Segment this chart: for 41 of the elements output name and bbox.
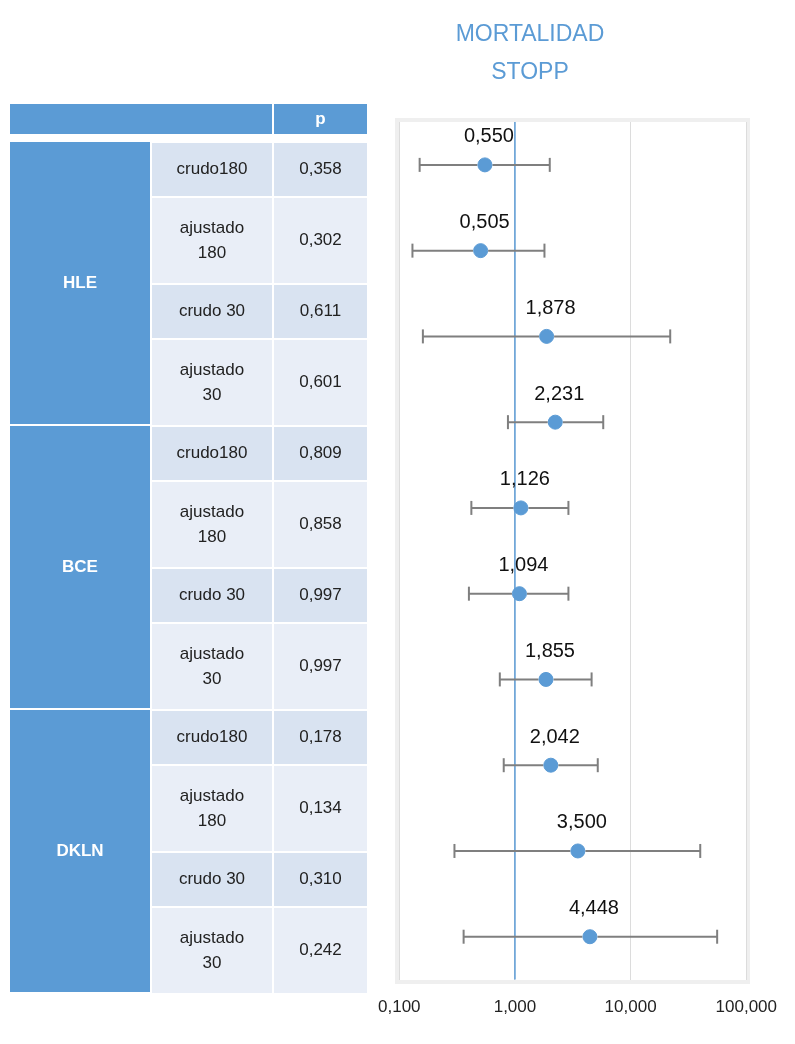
chart-title: MORTALIDAD STOPP (454, 19, 606, 86)
text: DKLN (10, 710, 150, 992)
text: ajustado 180 (152, 482, 272, 567)
data-label: 1,878 (525, 295, 576, 318)
text: 0,242 (274, 908, 367, 993)
text: 0,997 (274, 624, 367, 709)
data-label: 0,505 (459, 210, 510, 233)
x-tick-label: 100,000 (715, 997, 777, 1017)
text: ajustado 30 (152, 908, 272, 993)
text: 0,358 (274, 143, 367, 196)
text: 0,601 (274, 340, 367, 425)
text: 0,134 (274, 766, 367, 851)
data-label: 3,500 (556, 810, 607, 833)
text: 0,611 (274, 285, 367, 338)
text: ajustado 180 (152, 766, 272, 851)
x-tick-label: 10,000 (604, 997, 657, 1017)
data-label: 2,231 (534, 381, 585, 404)
data-label: 4,448 (568, 896, 619, 919)
x-tick-label: 1,000 (493, 997, 537, 1017)
text: 0,302 (274, 198, 367, 283)
text: 0,178 (274, 711, 367, 764)
text: crudo 30 (152, 569, 272, 622)
text: crudo 30 (152, 285, 272, 338)
data-label: 2,042 (529, 724, 580, 747)
text: ajustado 30 (152, 624, 272, 709)
text: crudo180 (152, 143, 272, 196)
text: crudo180 (152, 711, 272, 764)
data-label: 1,855 (524, 638, 576, 661)
data-label: 0,550 (463, 124, 514, 147)
text: ajustado 30 (152, 340, 272, 425)
text: 0,997 (274, 569, 367, 622)
text: crudo180 (152, 427, 272, 480)
text: HLE (10, 142, 150, 424)
text: 0,310 (274, 853, 367, 906)
text: ajustado 180 (152, 198, 272, 283)
text: 0,809 (274, 427, 367, 480)
text: crudo 30 (152, 853, 272, 906)
text: 0,858 (274, 482, 367, 567)
text: BCE (10, 426, 150, 708)
text: p (274, 104, 367, 134)
x-tick-label: 0,100 (378, 997, 421, 1017)
